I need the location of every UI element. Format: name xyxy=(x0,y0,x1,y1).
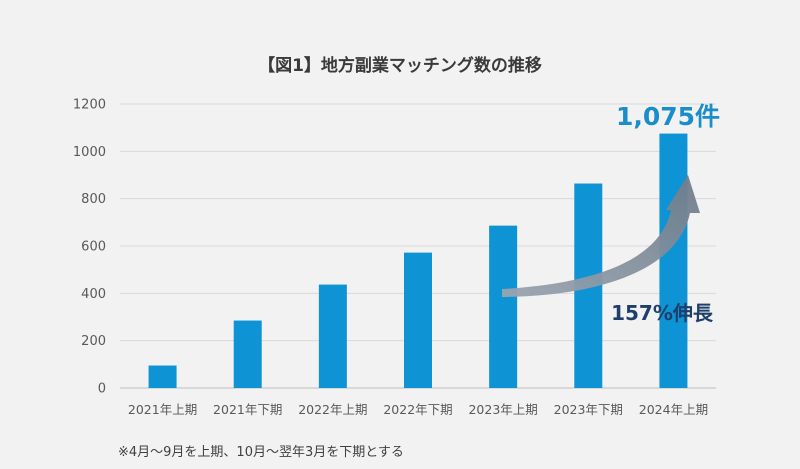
y-tick-label: 0 xyxy=(98,382,106,397)
bar xyxy=(489,225,518,388)
x-tick-label: 2022年下期 xyxy=(383,402,452,417)
bar xyxy=(659,133,688,388)
y-tick-label: 400 xyxy=(81,287,106,302)
x-tick-label: 2021年上期 xyxy=(128,402,197,417)
chart-title: 【図1】地方副業マッチング数の推移 xyxy=(258,55,542,76)
x-axis-ticks: 2021年上期 2021年下期 2022年上期 2022年下期 2023年上期 2023年… xyxy=(128,402,708,417)
last-value-label: 1,075件 xyxy=(616,102,720,131)
x-tick-label: 2021年下期 xyxy=(213,402,282,417)
bar xyxy=(233,320,262,388)
x-tick-label: 2022年上期 xyxy=(298,402,367,417)
growth-arrow-icon xyxy=(502,175,700,297)
y-axis-ticks: 0 200 400 600 800 1000 1200 xyxy=(73,98,106,397)
y-tick-label: 600 xyxy=(81,240,106,255)
growth-label: 157%伸長 xyxy=(611,301,714,325)
bar xyxy=(318,284,347,388)
footnote: ※4月〜9月を上期、10月〜翌年3月を下期とする xyxy=(118,445,404,460)
y-tick-label: 1200 xyxy=(73,98,106,113)
y-tick-label: 200 xyxy=(81,334,106,349)
y-tick-label: 1000 xyxy=(73,145,106,160)
y-tick-label: 800 xyxy=(81,192,106,207)
bar xyxy=(148,365,177,388)
x-tick-label: 2023年上期 xyxy=(468,402,537,417)
x-tick-label: 2023年下期 xyxy=(554,402,623,417)
bar xyxy=(404,252,432,388)
x-tick-label: 2024年上期 xyxy=(639,402,708,417)
bars xyxy=(148,133,688,388)
